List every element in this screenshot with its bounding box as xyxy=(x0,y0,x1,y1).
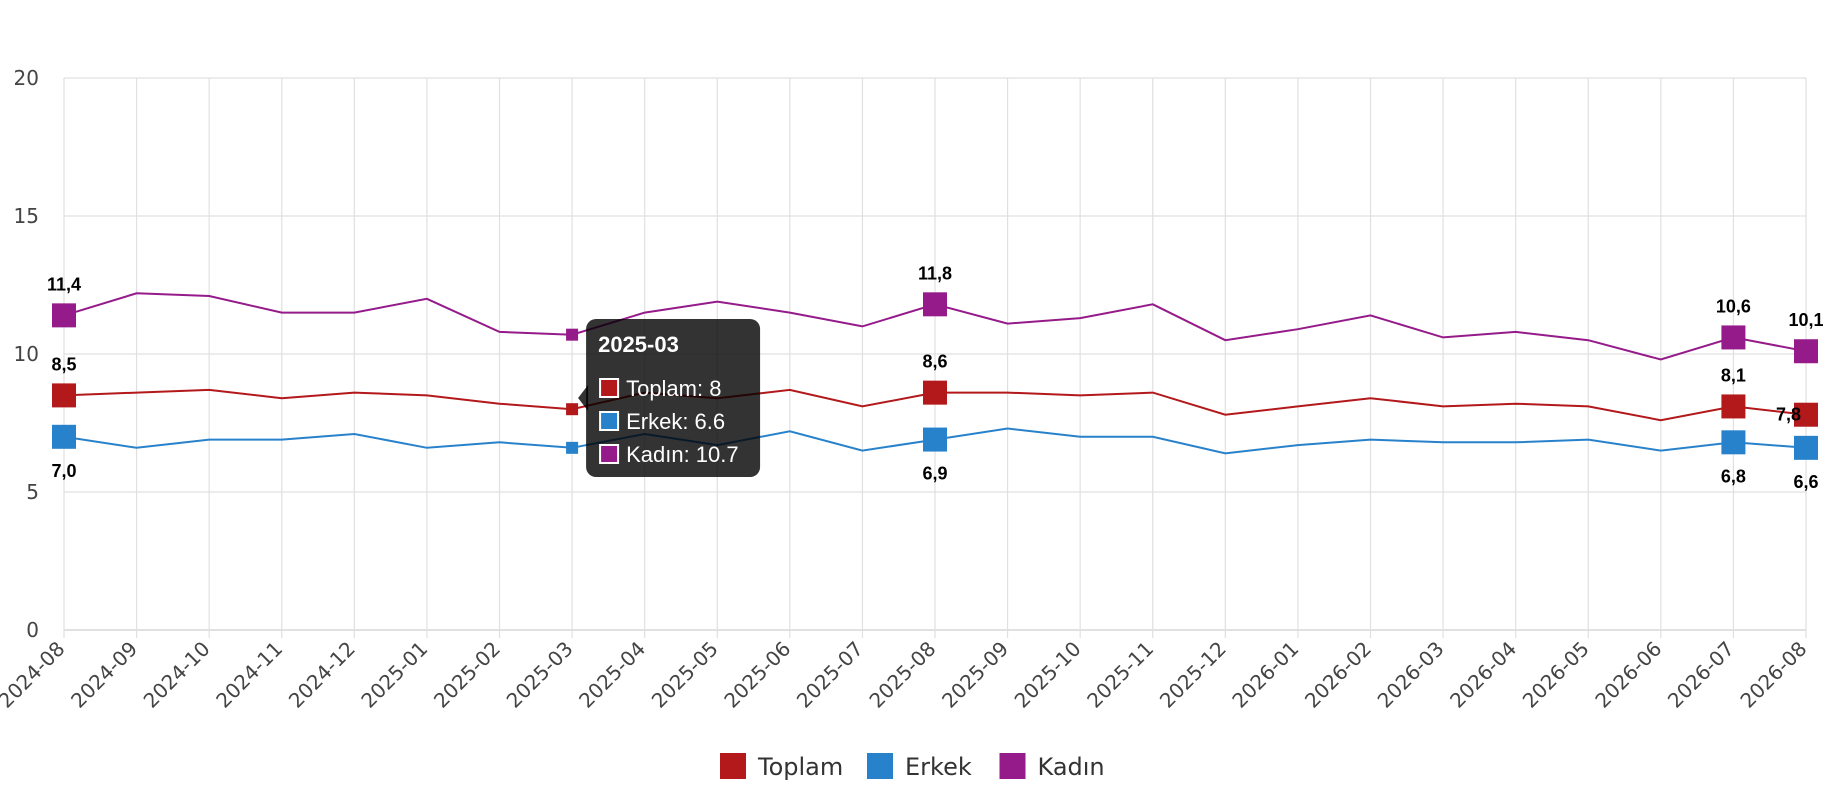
x-axis: 2024-082024-092024-102024-112024-122025-… xyxy=(0,637,1812,713)
data-point-erkek xyxy=(923,427,947,452)
tooltip-swatch xyxy=(601,380,618,396)
data-point-toplam xyxy=(923,380,947,405)
y-tick-label: 5 xyxy=(26,480,39,504)
legend-swatch xyxy=(999,753,1026,779)
x-tick-label: 2026-01 xyxy=(1227,637,1303,713)
x-tick-label: 2025-05 xyxy=(647,637,723,713)
data-point-toplam xyxy=(52,383,76,408)
hover-point-kad-n xyxy=(566,328,579,341)
data-point-erkek xyxy=(1721,430,1746,455)
x-tick-label: 2025-09 xyxy=(937,637,1013,713)
tooltip-line: Kadın: 10.7 xyxy=(626,442,739,467)
legend-label: Toplam xyxy=(757,753,843,781)
x-tick-label: 2025-03 xyxy=(502,637,578,713)
y-tick-label: 10 xyxy=(14,342,39,366)
data-label: 8,1 xyxy=(1721,365,1746,385)
tooltip-box xyxy=(586,319,761,477)
x-tick-label: 2026-07 xyxy=(1663,637,1739,713)
data-label: 10,1 xyxy=(1788,310,1823,330)
data-labels: 8,5 8,6 8,1 7,8 7,0 6,9 6,8 6,6 11,4 11,8 10,6 10,1 xyxy=(47,263,1824,492)
data-label: 7,8 xyxy=(1776,405,1801,425)
data-point-toplam xyxy=(1794,402,1818,427)
hover-point-toplam xyxy=(566,403,579,416)
y-tick-label: 20 xyxy=(14,66,39,90)
x-tick-label: 2026-08 xyxy=(1735,637,1811,713)
data-label: 7,0 xyxy=(51,461,76,481)
tooltip: 2025-03 Toplam: 8 Erkek: 6.6 Kadın: 10.7 xyxy=(578,319,761,477)
data-point-kad-n xyxy=(1794,339,1818,364)
data-label: 8,5 xyxy=(51,354,76,374)
data-label: 11,4 xyxy=(47,274,81,294)
data-point-toplam xyxy=(1721,394,1746,419)
y-tick-label: 15 xyxy=(14,204,39,228)
data-label: 6,9 xyxy=(922,464,947,484)
x-tick-label: 2025-07 xyxy=(792,637,868,713)
x-tick-label: 2025-02 xyxy=(429,637,505,713)
x-tick-label: 2025-10 xyxy=(1010,637,1086,713)
x-tick-label: 2024-11 xyxy=(211,637,287,713)
y-axis: 0 5 10 15 20 xyxy=(14,66,39,642)
x-tick-label: 2026-05 xyxy=(1518,637,1594,713)
x-tick-label: 2024-08 xyxy=(0,637,70,713)
legend-label: Erkek xyxy=(905,753,972,781)
x-tick-label: 2025-06 xyxy=(719,637,795,713)
data-point-erkek xyxy=(1794,435,1818,460)
tooltip-title: 2025-03 xyxy=(598,332,679,357)
data-point-kad-n xyxy=(52,303,76,328)
data-label: 11,8 xyxy=(918,263,952,283)
legend-swatch xyxy=(720,753,746,779)
y-tick-label: 0 xyxy=(26,618,39,642)
data-point-erkek xyxy=(52,424,76,449)
data-point-kad-n xyxy=(1721,325,1746,350)
x-tick-label: 2024-12 xyxy=(284,637,360,713)
x-tick-label: 2025-08 xyxy=(864,637,940,713)
x-tick-label: 2026-04 xyxy=(1445,637,1521,713)
hover-point-erkek xyxy=(566,441,579,454)
tooltip-line: Erkek: 6.6 xyxy=(626,409,725,434)
data-label: 6,8 xyxy=(1721,466,1746,486)
data-point-kad-n xyxy=(923,292,947,317)
x-tick-label: 2024-10 xyxy=(139,637,215,713)
x-tick-label: 2025-11 xyxy=(1082,637,1158,713)
x-tick-label: 2025-12 xyxy=(1155,637,1231,713)
tooltip-line: Toplam: 8 xyxy=(626,376,721,401)
series-points xyxy=(52,292,1818,460)
data-label: 6,6 xyxy=(1793,472,1818,492)
legend-swatch xyxy=(867,753,893,779)
x-tick-label: 2026-02 xyxy=(1300,637,1376,713)
tooltip-swatch xyxy=(601,446,618,462)
legend: Toplam Erkek Kadın xyxy=(720,753,1105,781)
x-tick-label: 2024-09 xyxy=(66,637,142,713)
tooltip-caret xyxy=(578,385,589,411)
tooltip-swatch xyxy=(601,413,618,429)
x-tick-label: 2025-01 xyxy=(356,637,432,713)
x-tick-label: 2026-03 xyxy=(1373,637,1449,713)
data-label: 8,6 xyxy=(922,352,947,372)
legend-label: Kadın xyxy=(1038,753,1105,781)
data-label: 10,6 xyxy=(1716,296,1751,316)
x-tick-label: 2026-06 xyxy=(1590,637,1666,713)
x-tick-label: 2025-04 xyxy=(574,637,650,713)
